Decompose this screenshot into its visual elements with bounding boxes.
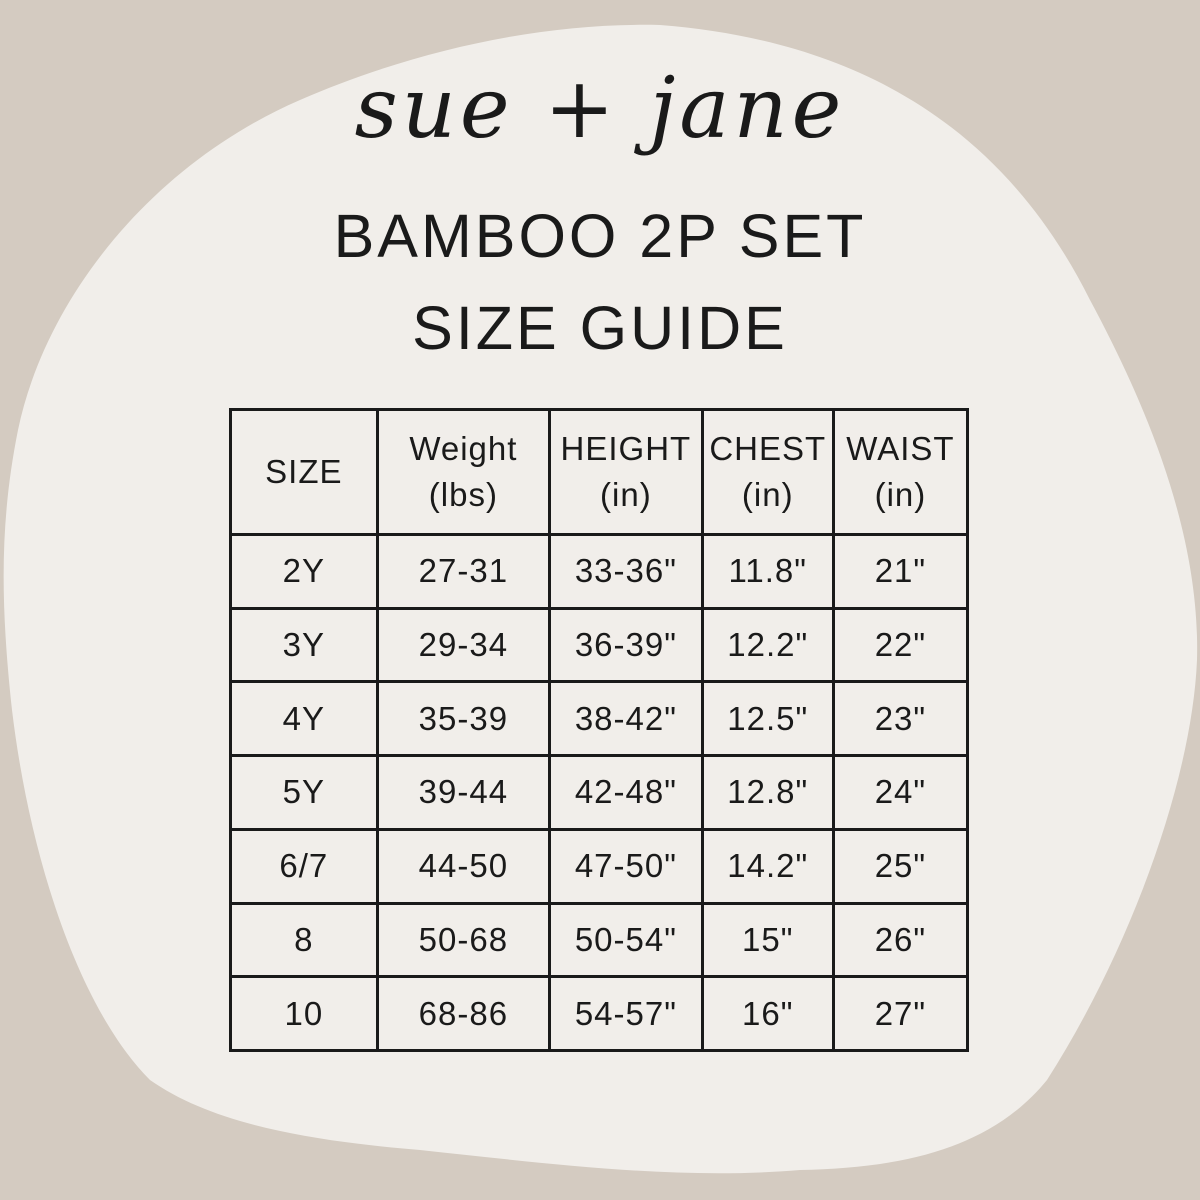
- cell-chest: 16": [700, 975, 835, 1052]
- cell-height: 47-50": [548, 827, 704, 905]
- column-header-waist: WAIST (in): [831, 408, 970, 536]
- cell-weight: 39-44: [375, 754, 552, 831]
- cell-chest: 12.2": [700, 606, 835, 684]
- size-row-8: 8 50-68 50-54" 15" 26": [229, 901, 970, 979]
- cell-weight: 35-39: [375, 680, 552, 758]
- cell-size: 4Y: [229, 680, 379, 758]
- cell-chest: 12.8": [700, 754, 835, 831]
- size-row-6-7: 6/7 44-50 47-50" 14.2" 25": [229, 827, 970, 905]
- cell-chest: 11.8": [700, 533, 835, 610]
- cell-chest: 12.5": [700, 680, 835, 758]
- cell-height: 33-36": [548, 533, 704, 610]
- cell-chest: 14.2": [700, 827, 835, 905]
- cell-size: 6/7: [229, 827, 379, 905]
- size-guide-table: SIZE Weight (lbs) HEIGHT (in) CHEST (in)…: [229, 408, 970, 1052]
- cell-height: 38-42": [548, 680, 704, 758]
- cell-height: 36-39": [548, 606, 704, 684]
- column-header-height: HEIGHT (in): [548, 408, 704, 536]
- size-row-3y: 3Y 29-34 36-39" 12.2" 22": [229, 606, 970, 684]
- column-header-size: SIZE: [229, 408, 379, 536]
- cell-size: 8: [229, 901, 379, 979]
- size-row-2y: 2Y 27-31 33-36" 11.8" 21": [229, 533, 970, 610]
- cell-weight: 44-50: [375, 827, 552, 905]
- cell-height: 54-57": [548, 975, 704, 1052]
- cell-size: 2Y: [229, 533, 379, 610]
- cell-weight: 50-68: [375, 901, 552, 979]
- cell-size: 10: [229, 975, 379, 1052]
- cell-chest: 15": [700, 901, 835, 979]
- cell-weight: 29-34: [375, 606, 552, 684]
- column-header-weight: Weight (lbs): [375, 408, 552, 536]
- table-header-row: SIZE Weight (lbs) HEIGHT (in) CHEST (in)…: [229, 408, 970, 536]
- cell-height: 50-54": [548, 901, 704, 979]
- cell-waist: 25": [831, 827, 970, 905]
- brand-logo: sue + jane: [354, 59, 846, 157]
- size-row-4y: 4Y 35-39 38-42" 12.5" 23": [229, 680, 970, 758]
- cell-waist: 22": [831, 606, 970, 684]
- cell-size: 3Y: [229, 606, 379, 684]
- column-header-chest: CHEST (in): [700, 408, 835, 536]
- cell-waist: 21": [831, 533, 970, 610]
- page-subtitle: SIZE GUIDE: [412, 294, 788, 362]
- cell-height: 42-48": [548, 754, 704, 831]
- size-row-10: 10 68-86 54-57" 16" 27": [229, 975, 970, 1052]
- cell-waist: 26": [831, 901, 970, 979]
- cell-weight: 27-31: [375, 533, 552, 610]
- cell-waist: 24": [831, 754, 970, 831]
- size-row-5y: 5Y 39-44 42-48" 12.8" 24": [229, 754, 970, 831]
- cell-waist: 23": [831, 680, 970, 758]
- cell-weight: 68-86: [375, 975, 552, 1052]
- cell-size: 5Y: [229, 754, 379, 831]
- cell-waist: 27": [831, 975, 970, 1052]
- page-title: BAMBOO 2P SET: [333, 202, 867, 270]
